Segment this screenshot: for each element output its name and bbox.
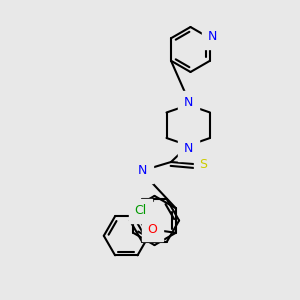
Text: N: N bbox=[184, 142, 193, 155]
Text: O: O bbox=[148, 223, 157, 236]
Text: S: S bbox=[200, 158, 207, 171]
Text: N: N bbox=[184, 96, 193, 109]
Text: N: N bbox=[138, 164, 147, 178]
Text: N: N bbox=[208, 30, 217, 43]
Text: H: H bbox=[131, 164, 138, 175]
Text: Cl: Cl bbox=[135, 204, 147, 217]
